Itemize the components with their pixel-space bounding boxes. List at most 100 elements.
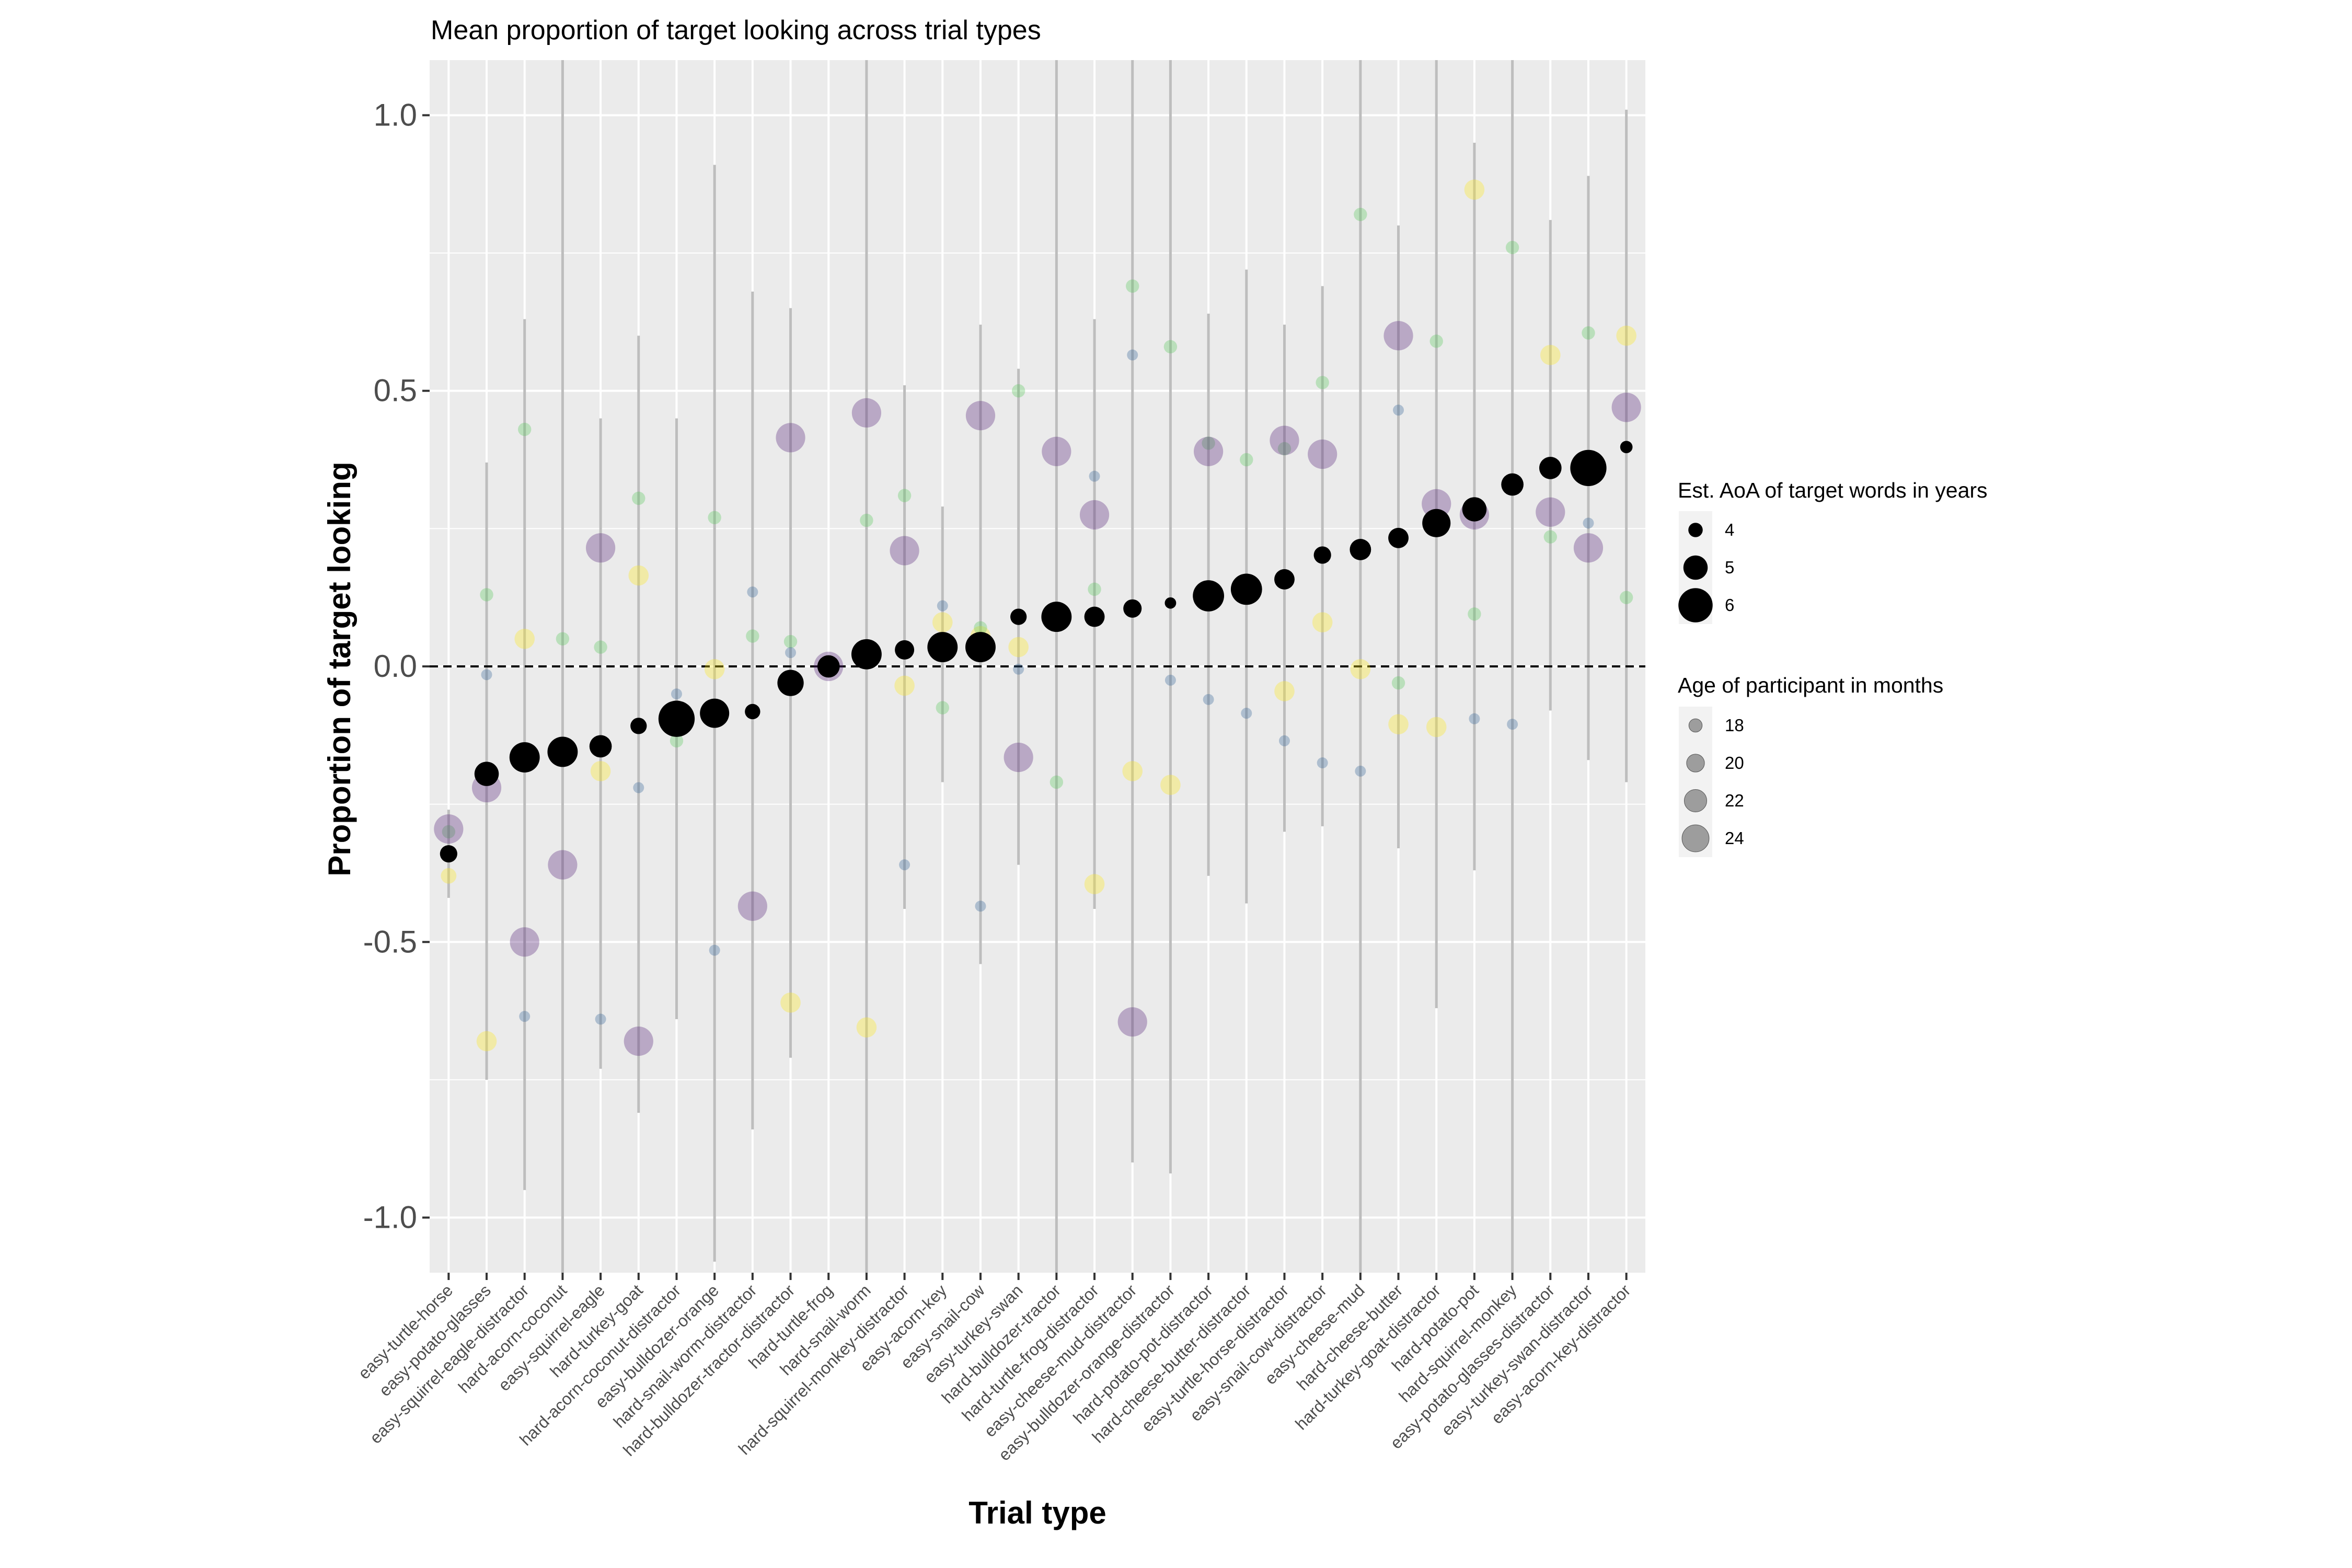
participant-yellow-point [1464, 179, 1485, 200]
mean-point [1165, 597, 1177, 609]
mean-point [1274, 569, 1295, 590]
participant-yellow-point [1160, 775, 1181, 795]
participant-purple-point [890, 536, 919, 566]
participant-purple-point [1383, 321, 1413, 351]
participant-green-point [1429, 335, 1443, 348]
participant-purple-point [1004, 742, 1033, 773]
participant-green-point [1316, 376, 1329, 389]
mean-point [851, 639, 882, 670]
mean-point [630, 718, 647, 734]
chart-title: Mean proportion of target looking across… [431, 15, 1041, 45]
participant-green-point [442, 825, 456, 839]
mean-points [440, 441, 1633, 863]
participant-purple-point [1117, 1007, 1147, 1037]
legend-key-bg [1679, 707, 1712, 744]
mean-point [1462, 497, 1487, 522]
mean-point [1084, 606, 1105, 627]
legend-key-bg [1679, 744, 1712, 782]
mean-point [1193, 580, 1224, 612]
participant-blue-point [975, 901, 986, 912]
participant-green-point [708, 511, 721, 524]
participant-green-point [556, 632, 570, 645]
legend-age-symbol [1688, 718, 1703, 733]
participant-green-point [1240, 453, 1253, 467]
participant-yellow-point [780, 992, 801, 1013]
mean-point [1620, 441, 1633, 454]
mean-point [509, 742, 540, 773]
participant-blue-point [1583, 517, 1594, 529]
participant-green-point [1543, 530, 1557, 544]
participant-green-point [1619, 591, 1633, 604]
participant-green-point [1088, 582, 1101, 596]
participant-yellow-point [856, 1017, 877, 1038]
participant-yellow-point [704, 659, 725, 679]
mean-point [658, 700, 695, 737]
y-tick-label: 1.0 [374, 97, 417, 132]
participant-purple-point [1536, 497, 1565, 527]
participant-yellow-point [1084, 874, 1105, 894]
legend-aoa-label: 4 [1725, 520, 1734, 539]
participant-yellow-point [1312, 612, 1333, 632]
mean-point [777, 670, 804, 696]
participant-purple-point [737, 891, 767, 921]
participant-blue-point [1165, 674, 1176, 686]
y-tick-label: 0.0 [374, 649, 417, 684]
participant-green-point [783, 635, 798, 649]
participant-green-point [594, 640, 607, 654]
mean-point [817, 655, 840, 678]
participant-blue-point [519, 1011, 531, 1022]
participant-yellow-point [1540, 344, 1561, 365]
legend-age-label: 22 [1725, 791, 1744, 810]
participant-blue-point [481, 669, 492, 681]
participant-yellow-point [628, 565, 649, 586]
participant-purple-point [548, 850, 578, 880]
participant-green-point [1505, 240, 1519, 255]
participant-green-point [746, 629, 759, 643]
participant-green-point [1202, 436, 1215, 450]
y-axis: -1.0 -0.5 0.0 0.5 1.0 [363, 97, 430, 1235]
participant-green-point [1011, 384, 1025, 398]
participant-blue-point [785, 647, 797, 659]
participant-yellow-point [932, 612, 953, 632]
legend-key-bg [1679, 820, 1712, 857]
participant-blue-point [899, 859, 910, 871]
participant-yellow-point [1426, 717, 1447, 737]
legend-aoa-symbol [1678, 588, 1713, 622]
participant-green-point [1354, 207, 1367, 221]
participant-blue-point [1355, 765, 1366, 777]
legend-age-label: 18 [1725, 716, 1744, 735]
mean-point [1123, 599, 1142, 618]
participant-yellow-point [476, 1031, 497, 1052]
participant-green-point [1468, 607, 1481, 621]
participant-purple-point [1079, 500, 1110, 530]
mean-point [440, 845, 457, 863]
participant-blue-point [1469, 713, 1480, 724]
legend-aoa-title: Est. AoA of target words in years [1678, 478, 1988, 502]
participant-yellow-point [1616, 325, 1636, 346]
mean-point [547, 736, 578, 767]
participant-yellow-point [1122, 761, 1143, 781]
y-tick-label: -0.5 [363, 924, 417, 959]
participant-blue-point [1127, 349, 1138, 361]
participant-yellow-point [1388, 714, 1409, 735]
participant-purple-point [851, 398, 882, 428]
legend-aoa-symbol [1683, 555, 1708, 580]
participant-purple-point [1270, 425, 1299, 455]
mean-point [927, 632, 958, 663]
participant-blue-point [1013, 663, 1024, 675]
mean-point [1388, 527, 1409, 548]
participant-blue-point [1278, 735, 1290, 746]
mean-point [1230, 573, 1262, 605]
participant-blue-point [709, 944, 720, 956]
participant-green-point [670, 734, 684, 748]
mean-point [745, 704, 760, 720]
participant-green-point [897, 489, 912, 502]
mean-point [1313, 546, 1331, 564]
participant-purple-point [585, 533, 616, 563]
participant-purple-point [1193, 436, 1224, 466]
participant-green-point [1126, 279, 1139, 293]
participant-yellow-point [1350, 659, 1371, 679]
participant-purple-point [1573, 533, 1604, 563]
participant-blue-point [1203, 694, 1214, 705]
